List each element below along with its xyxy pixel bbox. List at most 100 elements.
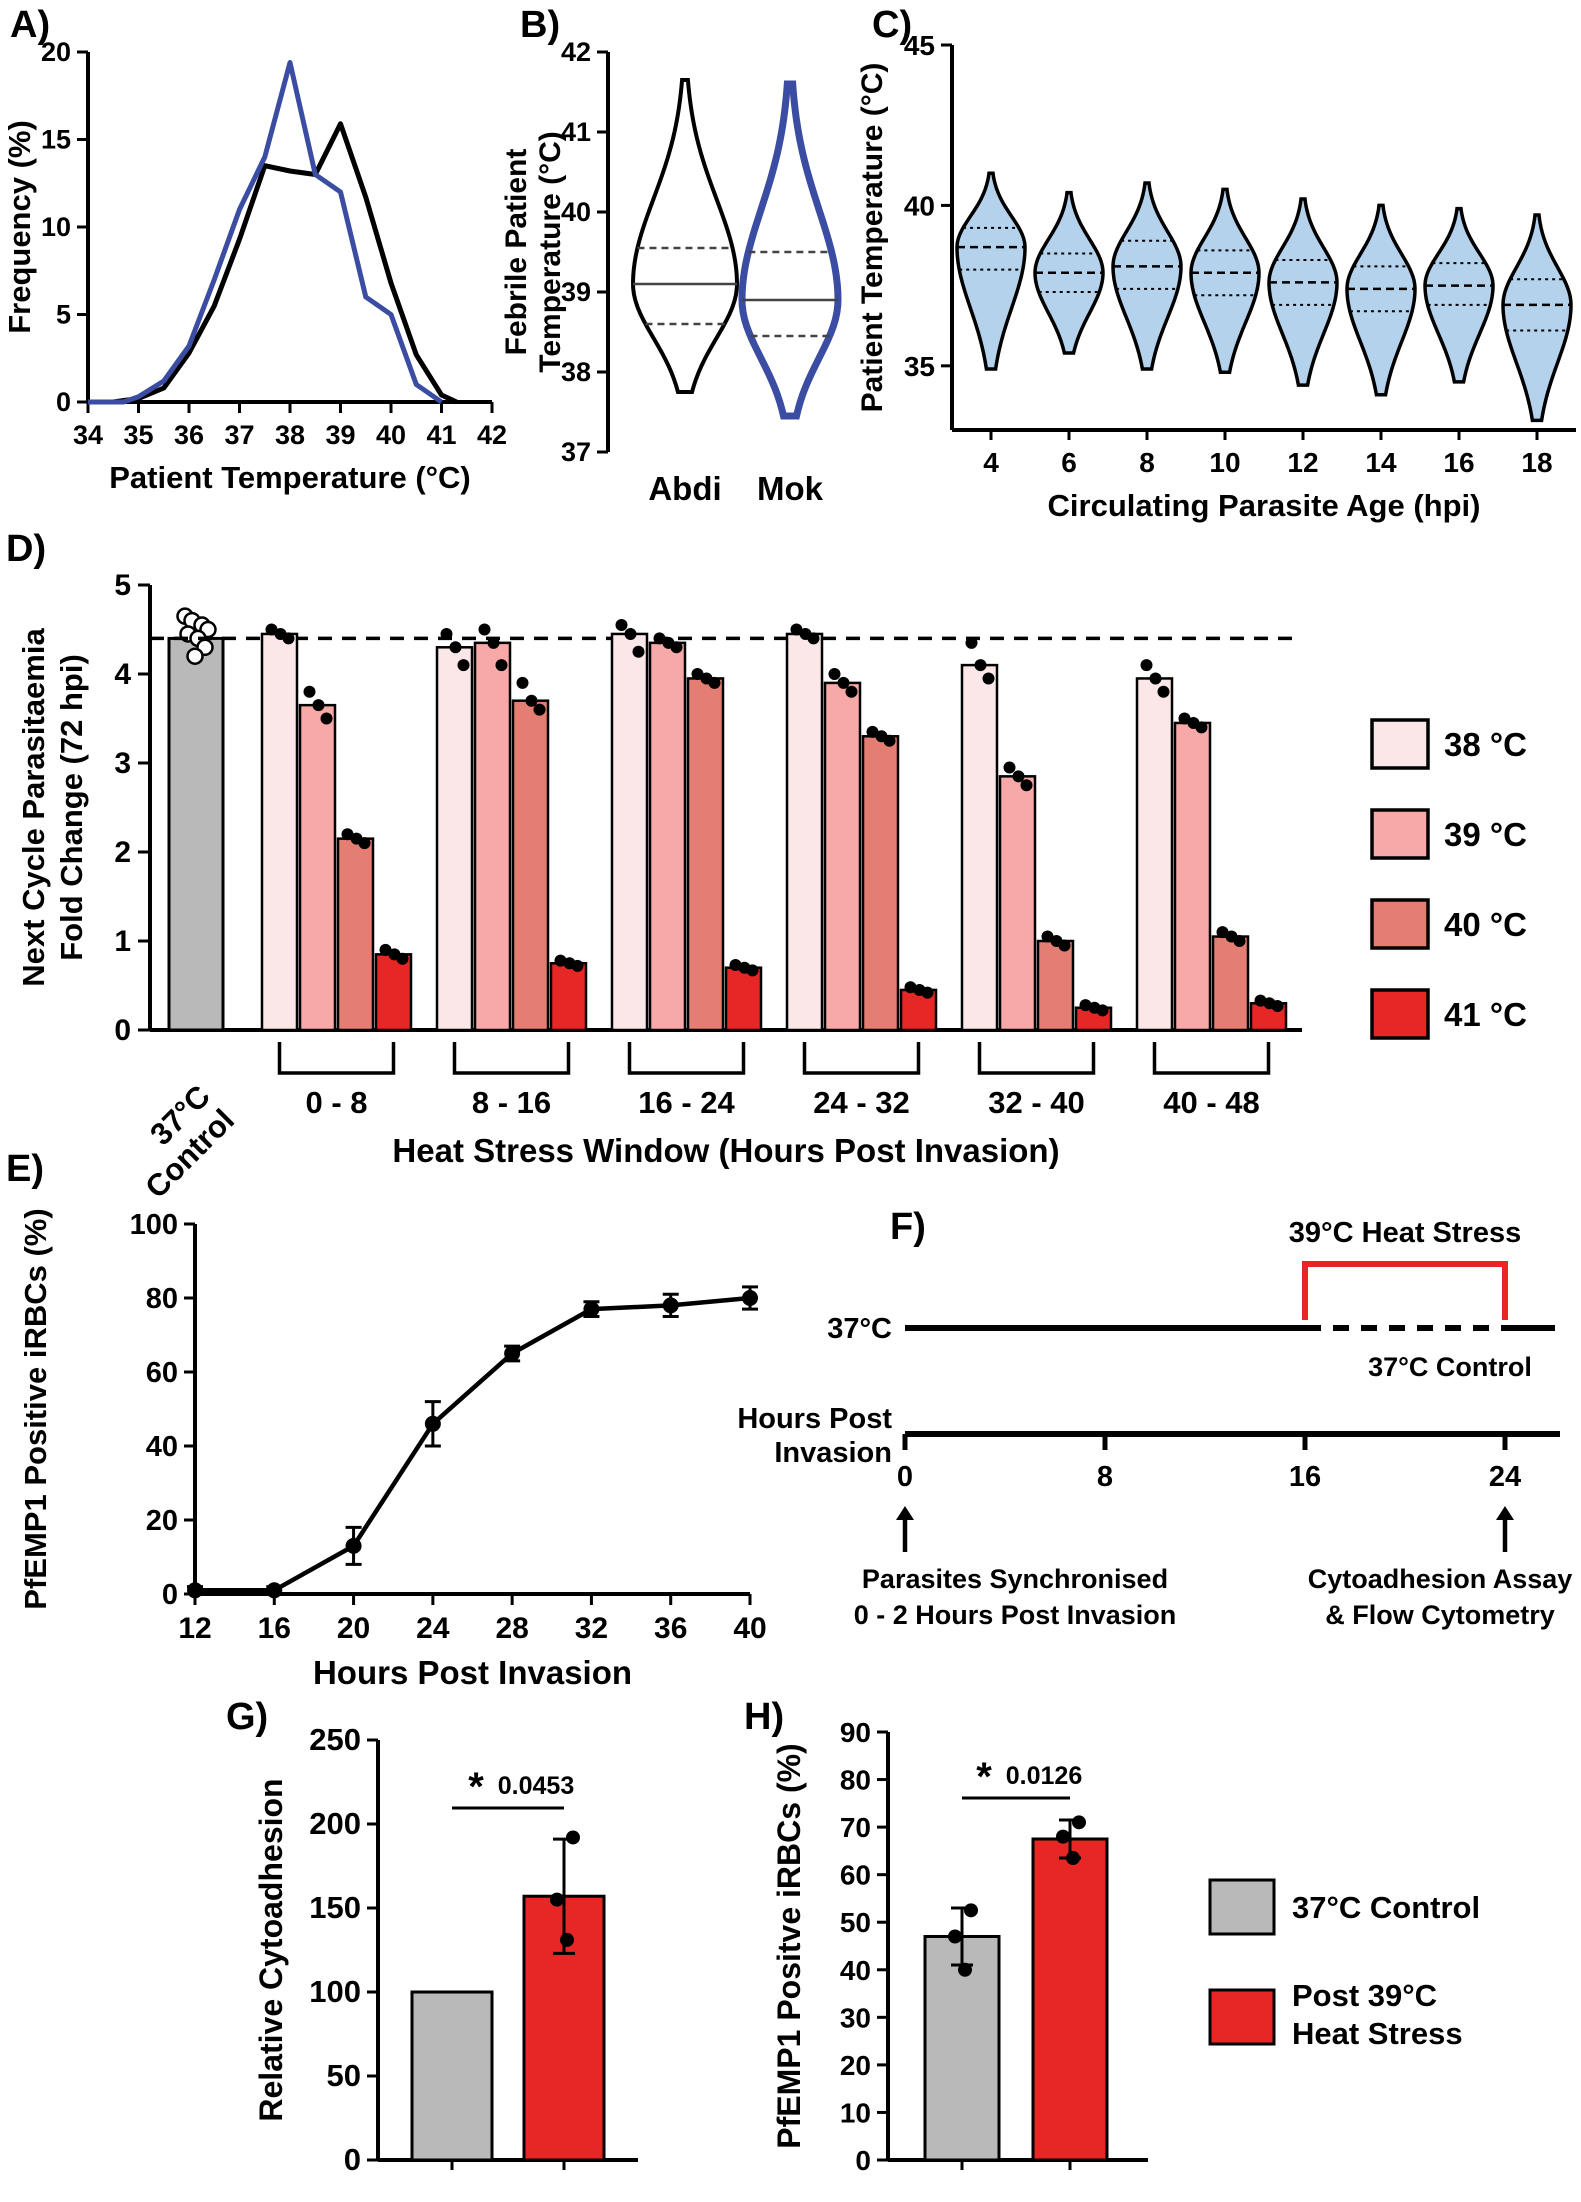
data-point	[866, 725, 879, 738]
x-tick-label: 28	[495, 1612, 528, 1645]
data-point	[746, 964, 759, 977]
y-tick-label: 0	[855, 2145, 871, 2176]
y-tick-label: 30	[840, 2002, 871, 2033]
violin-10	[1189, 187, 1261, 375]
data-point	[533, 703, 546, 716]
data-point	[1178, 712, 1191, 725]
bar-40-48-38°C	[1135, 677, 1174, 1032]
y-tick-label: 100	[130, 1209, 178, 1241]
group-bracket	[802, 1042, 921, 1075]
group-bracket	[627, 1042, 746, 1075]
x-tick-label: 34	[73, 420, 103, 450]
category-label: Mok	[757, 470, 824, 507]
data-point	[828, 668, 841, 680]
y-axis-title: Next Cycle Parasitaemia	[16, 628, 51, 987]
data-point	[1157, 685, 1170, 698]
y-tick-label: 150	[309, 1890, 361, 1925]
y-tick-label: 70	[840, 1812, 871, 1843]
y-tick-label: 45	[904, 30, 935, 61]
data-point	[312, 699, 325, 712]
data-point	[550, 1892, 564, 1907]
bar-0-8-41°C	[374, 953, 413, 1032]
x-axis-title: Hours Post Invasion	[313, 1654, 632, 1691]
bar-32-40-38°C	[960, 663, 999, 1032]
y-tick-label: 60	[146, 1357, 178, 1389]
data-point	[282, 632, 295, 645]
y-tick-label: 10	[41, 212, 71, 242]
data-point	[554, 954, 567, 967]
y-tick-label: 20	[840, 2050, 871, 2081]
data-point	[379, 943, 392, 956]
data-point	[1254, 994, 1267, 1007]
significance-p-value: 0.0126	[1006, 1762, 1082, 1790]
data-point	[691, 668, 704, 680]
y-axis-title: Fold Change (72 hpi)	[54, 654, 89, 961]
x-tick-label: 32	[575, 1612, 608, 1645]
panel-h-bar-chart: 0 10 20 30 40 50 60 70 80 90 * 0.0126 PfEMP1 Positve…	[771, 1717, 1480, 2176]
x-axis-title: Circulating Parasite Age (hpi)	[1048, 488, 1481, 523]
y-axis-title: PfEMP1 Positve iRBCs (%)	[771, 1743, 807, 2148]
legend-label: Heat Stress	[1292, 2016, 1463, 2051]
timeline-tick-label: 0	[897, 1461, 913, 1493]
x-tick-label: 24	[416, 1612, 450, 1645]
x-tick-label: 41	[426, 420, 456, 450]
y-tick-label: 40	[904, 190, 935, 221]
data-point	[487, 636, 500, 649]
data-point	[1056, 1829, 1070, 1844]
series-line-Abdi	[88, 121, 458, 405]
group-label: 32 - 40	[988, 1085, 1085, 1120]
data-point	[478, 623, 491, 636]
bar-24-32-38°C	[785, 632, 824, 1032]
data-point	[670, 641, 683, 654]
data-point	[358, 837, 371, 850]
bar-24-32-39°C	[823, 681, 862, 1032]
panel-f-schematic: 39°C Heat Stress 37°C 37°C Control 0 8 16 24 Ho…	[737, 1217, 1573, 1630]
y-tick-label: 60	[840, 1860, 871, 1891]
y-tick-label: 2	[114, 836, 131, 869]
data-point	[504, 1345, 521, 1362]
x-tick-label: 39	[325, 420, 355, 450]
y-axis-title: Frequency (%)	[2, 120, 37, 334]
data-point	[495, 659, 508, 672]
y-tick-label: 39	[561, 277, 591, 307]
group-bracket	[977, 1042, 1096, 1075]
data-point	[525, 694, 538, 707]
group-bracket	[1152, 1042, 1271, 1075]
x-tick-label: 16	[1443, 447, 1474, 478]
data-point	[845, 685, 858, 698]
y-tick-label: 3	[114, 747, 131, 780]
bar-0-8-39°C	[298, 703, 337, 1032]
x-tick-label: 42	[477, 420, 507, 450]
bar-0-8-38°C	[260, 632, 299, 1032]
legend-label: 37°C Control	[1292, 1890, 1480, 1925]
y-tick-label: 20	[146, 1505, 178, 1537]
bar-16-24-39°C	[648, 641, 687, 1032]
panel-f-label: F)	[890, 1206, 926, 1248]
y-tick-label: 5	[56, 300, 71, 330]
bar-32-40-39°C	[998, 775, 1037, 1032]
x-tick-label: 36	[654, 1612, 687, 1645]
y-tick-label: 40	[561, 197, 591, 227]
data-point	[583, 1301, 600, 1318]
violin-18	[1501, 213, 1573, 423]
right-annotation: Cytoadhesion Assay	[1308, 1564, 1573, 1594]
left-annotation: Parasites Synchronised	[862, 1564, 1168, 1594]
data-point	[1233, 935, 1246, 947]
data-point	[708, 676, 721, 689]
y-tick-label: 40	[840, 1955, 871, 1986]
data-point	[440, 627, 453, 640]
panel-d-bar-chart: 0 1 2 3 4 5 0 - 8 8 - 16 16 - 24 24 - 32 32 - 40 40…	[16, 569, 1527, 1205]
y-tick-label: 0	[56, 387, 71, 417]
right-annotation: & Flow Cytometry	[1325, 1600, 1555, 1630]
bar-Post-39°C-Heat-Stress	[1031, 1837, 1109, 2162]
data-point	[560, 1932, 574, 1947]
y-tick-label: 10	[840, 2097, 871, 2128]
data-point	[742, 1290, 758, 1306]
data-point	[615, 619, 628, 632]
panel-b-label: B)	[520, 4, 561, 46]
panel-a-frequency-chart: 34 35 36 37 38 39 40 41 42 0 5 10 15 20 Patient Temper…	[2, 37, 507, 495]
violin-14	[1345, 203, 1417, 397]
x-tick-label: 6	[1061, 447, 1077, 478]
y-tick-label: 200	[309, 1806, 361, 1841]
data-point	[449, 641, 462, 654]
